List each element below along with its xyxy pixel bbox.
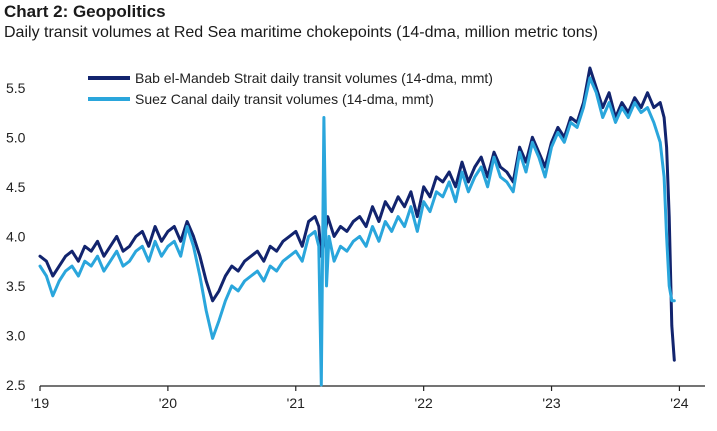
legend-label: Suez Canal daily transit volumes (14-dma… bbox=[135, 91, 434, 107]
y-tick-label: 4.0 bbox=[6, 228, 26, 244]
x-tick-label: '21 bbox=[287, 395, 305, 411]
x-tick-label: '23 bbox=[542, 395, 560, 411]
x-tick-label: '24 bbox=[670, 395, 688, 411]
y-tick-label: 4.5 bbox=[6, 179, 26, 195]
x-tick-label: '20 bbox=[159, 395, 177, 411]
series-line-bab-el-mandeb bbox=[38, 66, 676, 362]
y-tick-label: 5.0 bbox=[6, 129, 26, 145]
x-tick-label: '22 bbox=[415, 395, 433, 411]
chart-title: Chart 2: Geopolitics bbox=[4, 2, 166, 21]
y-tick-label: 3.5 bbox=[6, 278, 26, 294]
legend-label: Bab el-Mandeb Strait daily transit volum… bbox=[135, 70, 493, 86]
chart-subtitle: Daily transit volumes at Red Sea maritim… bbox=[4, 24, 598, 41]
x-tick-label: '19 bbox=[31, 395, 49, 411]
y-tick-label: 2.5 bbox=[6, 377, 26, 393]
y-tick-label: 5.5 bbox=[6, 80, 26, 96]
y-tick-label: 3.0 bbox=[6, 327, 26, 343]
series-line-suez-canal bbox=[38, 76, 676, 387]
